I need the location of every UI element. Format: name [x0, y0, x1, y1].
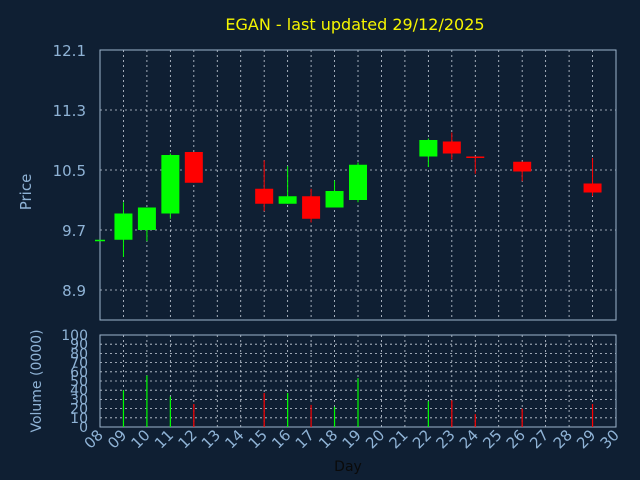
- day-tick-label: 27: [526, 426, 552, 452]
- candle: [325, 180, 344, 208]
- volume-axis-label: Volume (0000): [29, 329, 45, 432]
- candle: [95, 239, 105, 242]
- volume-bars: [122, 375, 594, 427]
- day-tick-label: 15: [245, 426, 271, 452]
- candle: [583, 158, 602, 197]
- day-x-axis: 0809101112131415161718192021222324252627…: [81, 426, 623, 452]
- volume-tick-label: 40: [70, 383, 88, 399]
- day-tick-label: 11: [151, 426, 177, 452]
- candle: [184, 152, 203, 183]
- day-tick-label: 16: [268, 426, 294, 452]
- candle-body: [137, 207, 156, 230]
- candle: [278, 166, 297, 204]
- candle: [302, 188, 321, 223]
- candle-body: [513, 161, 532, 172]
- candle: [466, 156, 485, 174]
- day-tick-label: 20: [362, 426, 388, 452]
- candle: [114, 202, 133, 257]
- candle: [255, 160, 274, 212]
- candle-body: [95, 239, 105, 242]
- day-tick-label: 25: [479, 426, 505, 452]
- candle: [161, 153, 180, 219]
- candle-body: [278, 196, 297, 204]
- candle-body: [466, 156, 485, 158]
- day-tick-label: 18: [315, 426, 341, 452]
- price-tick-label: 8.9: [62, 282, 86, 300]
- candle-body: [255, 188, 274, 204]
- day-tick-label: 30: [597, 426, 623, 452]
- candle-body: [184, 152, 203, 183]
- price-axis-label: Price: [17, 174, 35, 211]
- day-tick-label: 13: [198, 426, 224, 452]
- price-tick-label: 12.1: [53, 42, 86, 60]
- day-tick-label: 09: [104, 426, 130, 452]
- candle-body: [325, 191, 344, 208]
- candle: [419, 138, 438, 167]
- price-tick-label: 9.7: [62, 222, 86, 240]
- volume-tick-label: 80: [70, 346, 88, 362]
- volume-tick-label: 10: [70, 411, 88, 427]
- day-tick-label: 29: [573, 426, 599, 452]
- candle-body: [419, 140, 438, 157]
- candle: [349, 162, 367, 203]
- candle-body: [161, 155, 180, 214]
- candle-body: [442, 141, 461, 154]
- day-tick-label: 28: [550, 426, 576, 452]
- candle-body: [349, 164, 367, 200]
- day-tick-label: 17: [292, 426, 318, 452]
- day-tick-label: 21: [386, 426, 412, 452]
- volume-tick-label: 90: [70, 337, 88, 353]
- volume-tick-label: 0: [79, 420, 88, 436]
- price-panel-frame: [99, 49, 617, 321]
- volume-tick-label: 30: [70, 392, 88, 408]
- price-tick-label: 10.5: [53, 162, 86, 180]
- price-tick-label: 11.3: [53, 102, 86, 120]
- chart-title: EGAN - last updated 29/12/2025: [225, 15, 484, 34]
- day-tick-label: 10: [128, 426, 154, 452]
- day-tick-label: 12: [174, 426, 200, 452]
- volume-tick-label: 20: [70, 402, 88, 418]
- volume-tick-label: 70: [70, 356, 88, 372]
- volume-tick-label: 100: [61, 328, 88, 344]
- day-tick-label: 26: [503, 426, 529, 452]
- candle-body: [583, 183, 602, 193]
- candle-body: [114, 213, 133, 240]
- day-tick-label: 19: [339, 426, 365, 452]
- day-tick-label: 24: [456, 426, 482, 452]
- candle: [137, 207, 156, 242]
- day-tick-label: 23: [432, 426, 458, 452]
- candles: [95, 132, 602, 257]
- day-axis-label: Day: [334, 459, 362, 475]
- candle: [513, 161, 532, 182]
- volume-tick-label: 50: [70, 374, 88, 390]
- candle-body: [302, 196, 321, 219]
- candle: [442, 132, 461, 160]
- price-y-axis: 12.1 11.3 10.5 9.7 8.9: [53, 42, 86, 300]
- day-tick-label: 22: [409, 426, 435, 452]
- volume-tick-label: 60: [70, 365, 88, 381]
- day-tick-label: 14: [221, 426, 247, 452]
